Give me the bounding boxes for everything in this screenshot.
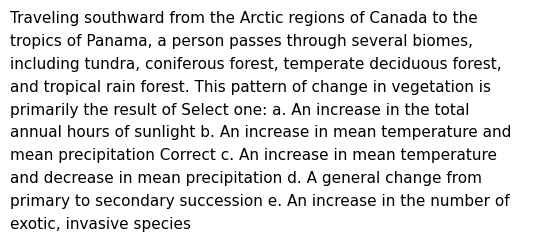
Text: exotic, invasive species: exotic, invasive species: [10, 216, 191, 231]
Text: including tundra, coniferous forest, temperate deciduous forest,: including tundra, coniferous forest, tem…: [10, 57, 502, 72]
Text: primarily the result of Select one: a. An increase in the total: primarily the result of Select one: a. A…: [10, 102, 469, 117]
Text: mean precipitation Correct c. An increase in mean temperature: mean precipitation Correct c. An increas…: [10, 148, 497, 163]
Text: Traveling southward from the Arctic regions of Canada to the: Traveling southward from the Arctic regi…: [10, 11, 478, 26]
Text: annual hours of sunlight b. An increase in mean temperature and: annual hours of sunlight b. An increase …: [10, 125, 512, 140]
Text: primary to secondary succession e. An increase in the number of: primary to secondary succession e. An in…: [10, 193, 509, 208]
Text: tropics of Panama, a person passes through several biomes,: tropics of Panama, a person passes throu…: [10, 34, 473, 49]
Text: and tropical rain forest. This pattern of change in vegetation is: and tropical rain forest. This pattern o…: [10, 80, 491, 94]
Text: and decrease in mean precipitation d. A general change from: and decrease in mean precipitation d. A …: [10, 170, 482, 186]
